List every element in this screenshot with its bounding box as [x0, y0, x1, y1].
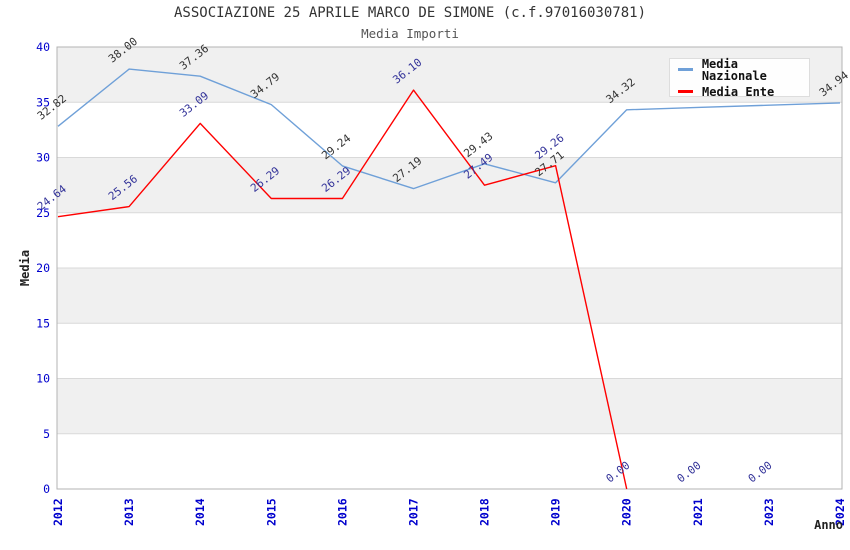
x-tick-group: 2015	[264, 498, 278, 526]
legend-swatch-line	[678, 68, 693, 71]
x-tick-label: 2023	[762, 498, 776, 526]
x-tick-label: 2017	[407, 498, 421, 526]
x-tick-group: 2016	[335, 498, 349, 526]
x-tick-label: 2020	[620, 498, 634, 526]
x-tick-label: 2014	[193, 498, 207, 526]
legend-item-label: Media Nazionale	[701, 56, 767, 83]
x-tick-group: 2023	[762, 498, 776, 526]
legend: Media Nazionale Media Ente	[669, 58, 810, 98]
series-lines	[57, 68, 841, 490]
x-tick-label: 2018	[478, 498, 492, 526]
y-tick-label: 20	[36, 261, 50, 275]
x-tick-group: 2020	[620, 498, 634, 526]
y-tick-label: 35	[36, 95, 50, 109]
y-tick-label: 30	[36, 151, 50, 165]
legend-swatch-line	[678, 90, 693, 93]
x-tick-group: 2018	[478, 498, 492, 526]
y-tick-label: 25	[36, 206, 50, 220]
x-tick-group: 2017	[407, 498, 421, 526]
x-tick-label: 2015	[264, 498, 278, 526]
plot-border	[56, 46, 843, 490]
x-tick-label: 2019	[549, 498, 563, 526]
x-tick-group: 2012	[51, 498, 65, 526]
y-axis-title: Media	[18, 250, 32, 286]
gridlines	[57, 101, 842, 435]
legend-item: Media Ente	[678, 86, 809, 98]
x-tick-label: 2016	[335, 498, 349, 526]
plot-band	[57, 323, 842, 379]
x-tick-group: 2019	[549, 498, 563, 526]
series-line-media-ente	[57, 89, 628, 490]
x-axis-title: Anno	[814, 518, 843, 532]
chart-title: ASSOCIAZIONE 25 APRILE MARCO DE SIMONE (…	[173, 5, 646, 21]
x-tick-group: 2013	[122, 498, 136, 526]
series-line-media-nazionale	[57, 68, 841, 190]
y-tick-label: 40	[36, 40, 50, 54]
x-tick-group: 2021	[691, 498, 705, 526]
legend-item-label: Media Ente	[702, 84, 775, 99]
x-tick-label: 2024	[833, 498, 847, 526]
plot-band	[57, 268, 842, 324]
plot-band	[57, 378, 842, 434]
x-tick-group: 2014	[193, 498, 207, 526]
x-axis-ticks: 2012 2013 2014 2015 2016 2017 2018 2019 2020 2021…	[51, 498, 847, 526]
x-tick-label: 2021	[691, 498, 705, 526]
chart-subtitle: Media Importi	[361, 26, 459, 41]
x-tick-group: 2024	[833, 498, 847, 526]
y-tick-label: 15	[36, 316, 50, 330]
y-tick-label: 10	[36, 372, 50, 386]
y-tick-label: 5	[43, 427, 50, 441]
legend-item: Media Nazionale	[678, 58, 809, 82]
x-tick-label: 2013	[122, 498, 136, 526]
plot-band	[57, 157, 842, 213]
plot-band	[57, 212, 842, 268]
y-axis-ticks: 0 5 10 15 20 25 30 35 40	[36, 40, 50, 496]
y-tick-label: 0	[43, 482, 50, 496]
plot-band	[57, 433, 842, 489]
plot-bands	[57, 47, 842, 489]
plot-band	[57, 102, 842, 158]
x-tick-label: 2012	[51, 498, 65, 526]
